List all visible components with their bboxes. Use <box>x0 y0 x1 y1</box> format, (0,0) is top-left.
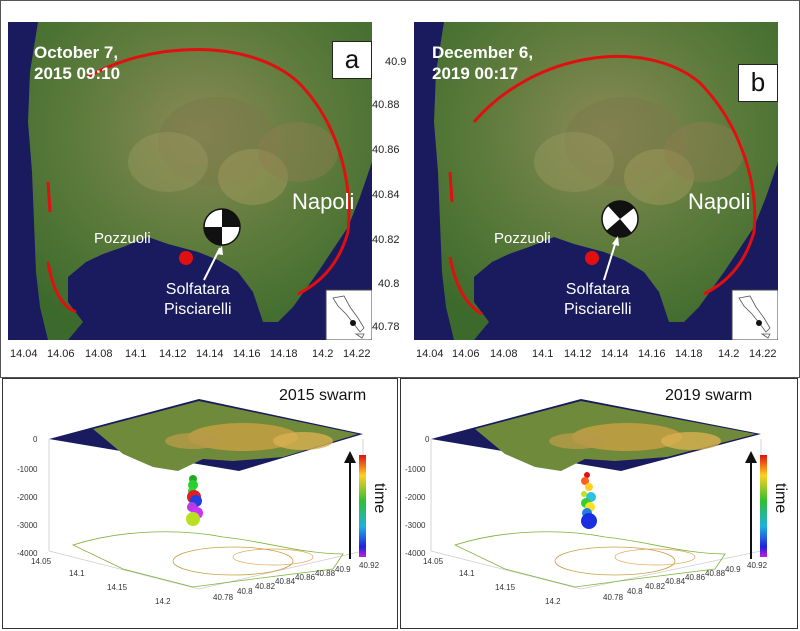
swarm-2019-plot <box>430 399 767 590</box>
solfatara-label: Solfatara Pisciarelli <box>164 281 232 318</box>
focal-mechanism-beachball <box>203 208 241 246</box>
time-axis-label: time <box>371 483 388 514</box>
swarm-3d-panel-2015: 2015 swarm time 0 -1000 -2000 -3000 -400… <box>2 378 398 629</box>
map-a-terrain <box>8 22 372 340</box>
pozzuoli-label: Pozzuoli <box>94 230 151 247</box>
swarm-title: 2015 swarm <box>279 387 367 404</box>
swarm-event-markers <box>581 472 597 529</box>
swarm-event-markers <box>186 475 203 526</box>
epicenter-marker <box>585 251 599 265</box>
swarm-3d-panel-2019: 2019 swarm time 0 -1000 -2000 -3000 -400… <box>400 378 798 629</box>
italy-inset-map <box>325 289 372 340</box>
time-colorbar <box>359 455 366 557</box>
focal-mechanism-beachball <box>601 200 639 238</box>
pozzuoli-label: Pozzuoli <box>494 230 551 247</box>
panel-letter: b <box>738 64 778 102</box>
napoli-label: Napoli <box>688 189 751 214</box>
map-b-terrain <box>414 22 778 340</box>
event-date-label: October 7, 2015 09:10 <box>34 43 121 83</box>
swarm-title: 2019 swarm <box>665 387 753 404</box>
panel-letter: a <box>332 41 372 79</box>
time-colorbar <box>760 455 767 557</box>
epicenter-marker <box>179 251 193 265</box>
map-panel-a: October 7, 2015 09:10 a Pozzuoli Napoli … <box>8 22 372 340</box>
italy-inset-map <box>731 289 778 340</box>
solfatara-label: Solfatara Pisciarelli <box>564 281 632 318</box>
event-date-label: December 6, 2019 00:17 <box>432 43 534 83</box>
swarm-2015-plot <box>48 399 366 590</box>
map-panel-b: December 6, 2019 00:17 b Pozzuoli Napoli… <box>414 22 778 340</box>
napoli-label: Napoli <box>292 189 355 214</box>
time-axis-label: time <box>772 483 789 514</box>
